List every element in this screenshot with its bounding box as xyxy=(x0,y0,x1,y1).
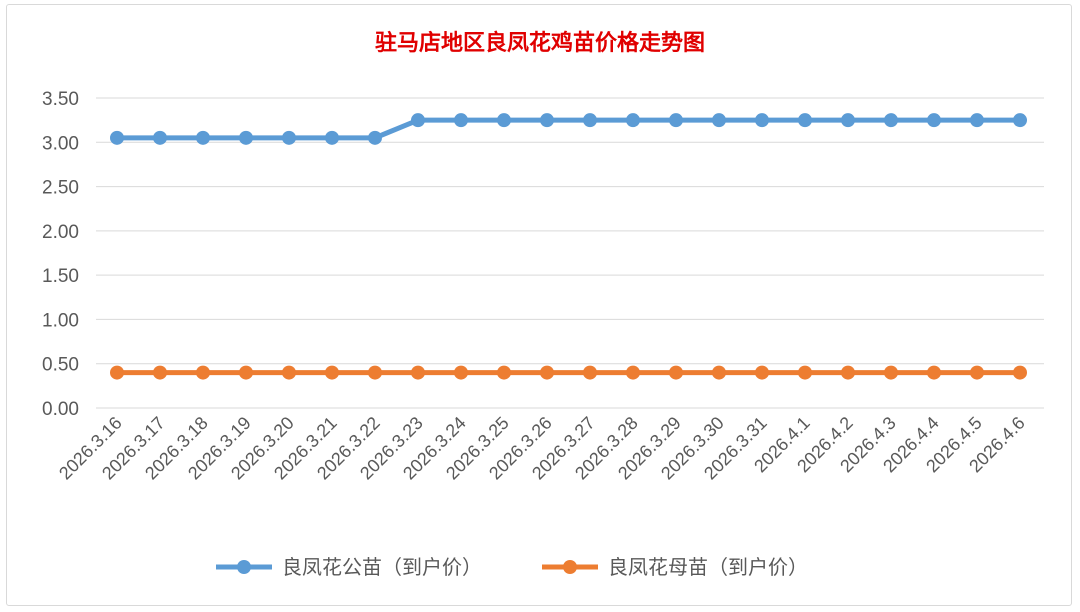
data-point xyxy=(626,365,640,380)
data-point xyxy=(755,365,769,380)
data-point xyxy=(927,365,941,380)
data-point xyxy=(153,365,167,380)
legend-marker xyxy=(563,560,577,574)
data-point xyxy=(669,113,683,128)
y-tick-label: 1.00 xyxy=(42,310,79,331)
legend-item-1: 良凤花公苗（到户价） xyxy=(216,555,482,579)
plot-area xyxy=(110,113,1027,380)
data-point xyxy=(626,113,640,128)
legend-label: 良凤花母苗（到户价） xyxy=(608,555,808,579)
data-point xyxy=(540,365,554,380)
y-tick-label: 3.50 xyxy=(42,89,79,110)
data-point xyxy=(411,113,425,128)
data-point xyxy=(755,113,769,128)
chart-frame xyxy=(6,4,1072,606)
data-point xyxy=(110,130,124,145)
y-tick-label: 2.50 xyxy=(42,178,79,199)
series-2 xyxy=(110,365,1027,380)
data-point xyxy=(884,365,898,380)
data-point xyxy=(368,130,382,145)
data-point xyxy=(325,130,339,145)
data-point xyxy=(497,365,511,380)
legend-marker xyxy=(237,560,251,574)
data-point xyxy=(841,365,855,380)
data-point xyxy=(583,365,597,380)
data-point xyxy=(497,113,511,128)
data-point xyxy=(411,365,425,380)
y-tick-label: 0.00 xyxy=(42,399,79,420)
data-point xyxy=(282,130,296,145)
data-point xyxy=(239,365,253,380)
y-tick-label: 0.50 xyxy=(42,355,79,376)
data-point xyxy=(798,113,812,128)
data-point xyxy=(841,113,855,128)
series-1 xyxy=(110,113,1027,145)
data-point xyxy=(712,365,726,380)
data-point xyxy=(970,365,984,380)
data-point xyxy=(196,365,210,380)
y-tick-label: 3.00 xyxy=(42,133,79,154)
data-point xyxy=(368,365,382,380)
data-point xyxy=(798,365,812,380)
data-point xyxy=(540,113,554,128)
data-point xyxy=(927,113,941,128)
x-axis-ticks: 2026.3.162026.3.172026.3.182026.3.192026… xyxy=(55,413,1029,484)
data-point xyxy=(454,113,468,128)
data-point xyxy=(669,365,683,380)
gridlines xyxy=(96,97,1044,409)
y-tick-label: 1.50 xyxy=(42,266,79,287)
y-tick-label: 2.00 xyxy=(42,222,79,243)
chart-title: 驻马店地区良凤花鸡苗价格走势图 xyxy=(375,30,705,56)
data-point xyxy=(325,365,339,380)
data-point xyxy=(712,113,726,128)
data-point xyxy=(239,130,253,145)
legend-item-2: 良凤花母苗（到户价） xyxy=(542,555,808,579)
legend-label: 良凤花公苗（到户价） xyxy=(282,555,482,579)
legend: 良凤花公苗（到户价） 良凤花母苗（到户价） xyxy=(216,555,808,579)
data-point xyxy=(153,130,167,145)
data-point xyxy=(583,113,597,128)
data-point xyxy=(454,365,468,380)
y-axis-ticks: 0.00 0.50 1.00 1.50 2.00 2.50 3.00 3.50 xyxy=(42,89,79,420)
series-line xyxy=(117,117,1020,141)
data-point xyxy=(970,113,984,128)
data-point xyxy=(884,113,898,128)
data-point xyxy=(1013,365,1027,380)
data-point xyxy=(110,365,124,380)
data-point xyxy=(1013,113,1027,128)
data-point xyxy=(196,130,210,145)
data-point xyxy=(282,365,296,380)
